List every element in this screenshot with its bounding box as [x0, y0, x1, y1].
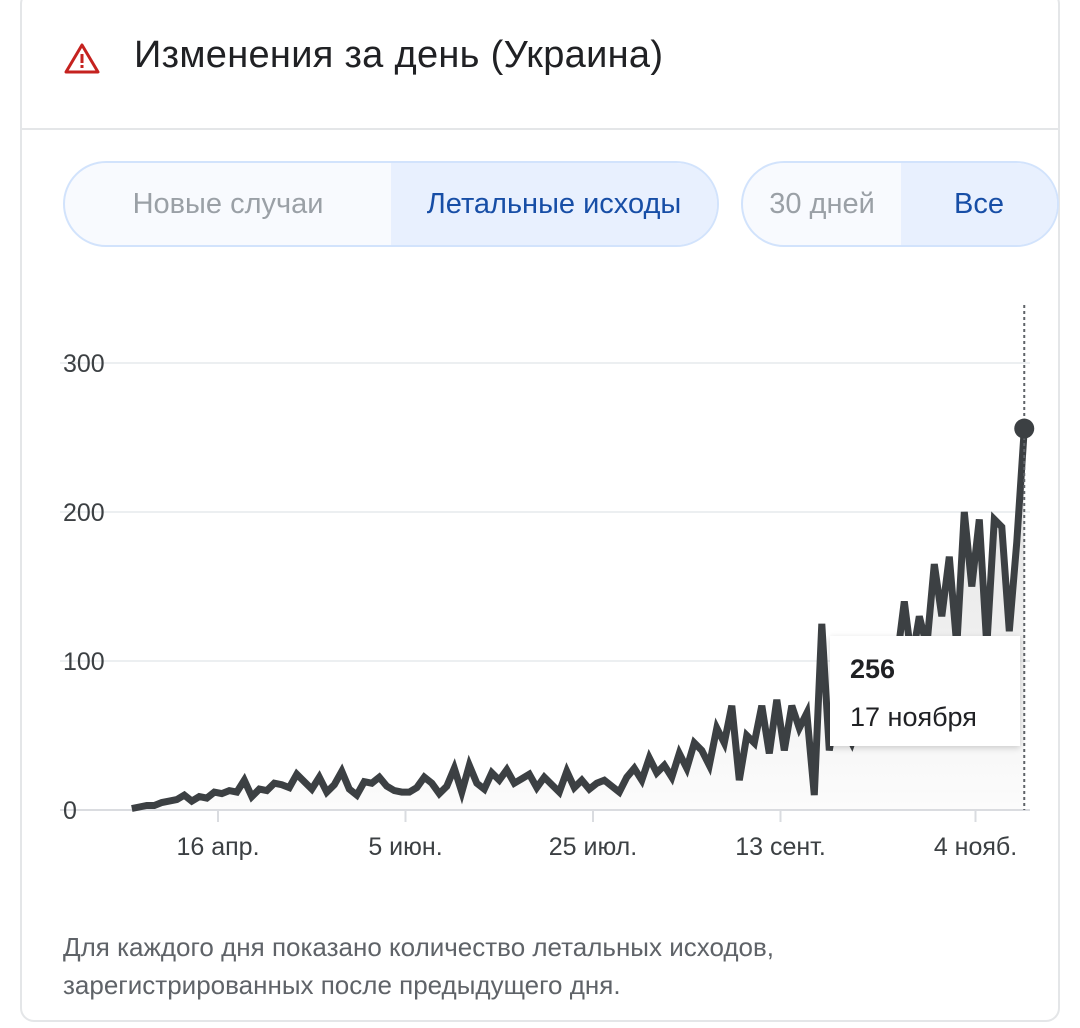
x-tick-label: 4 нояб.	[934, 833, 1017, 861]
highlight-point[interactable]	[1014, 418, 1035, 439]
y-tick-label: 300	[63, 350, 105, 378]
x-tick-label: 5 июн.	[368, 833, 442, 861]
x-tick-label: 16 апр.	[176, 833, 259, 861]
y-tick-label: 100	[63, 648, 105, 676]
tab-new-cases[interactable]: Новые случаи	[132, 187, 324, 220]
metric-toggle: Новые случаи Летальные исходы	[63, 161, 719, 247]
card	[20, 0, 1060, 1022]
footnote: Для каждого дня показано количество лета…	[63, 932, 775, 1000]
x-tick-label: 13 сент.	[735, 833, 826, 861]
tab-30-days[interactable]: 30 дней	[769, 187, 875, 220]
x-tick-label: 25 июл.	[549, 833, 637, 861]
y-tick-label: 200	[63, 499, 105, 527]
y-tick-label: 0	[63, 797, 77, 825]
deaths-chart[interactable]: 0 100 200 300 16 апр. 5 июн. 25 июл. 13 сент. 4 …	[0, 280, 1080, 880]
tooltip-date: 17 ноября	[850, 702, 977, 732]
area-fill	[131, 428, 1025, 810]
tooltip: 256 17 ноября	[830, 636, 1020, 746]
warning-triangle-icon	[64, 43, 100, 74]
tab-deaths[interactable]: Летальные исходы	[391, 163, 717, 245]
tooltip-value: 256	[850, 654, 896, 684]
card-header: Изменения за день (Украина)	[20, 0, 1060, 130]
range-toggle: 30 дней Все	[741, 161, 1059, 247]
tab-all[interactable]: Все	[901, 163, 1057, 245]
card-title: Изменения за день (Украина)	[134, 34, 664, 76]
